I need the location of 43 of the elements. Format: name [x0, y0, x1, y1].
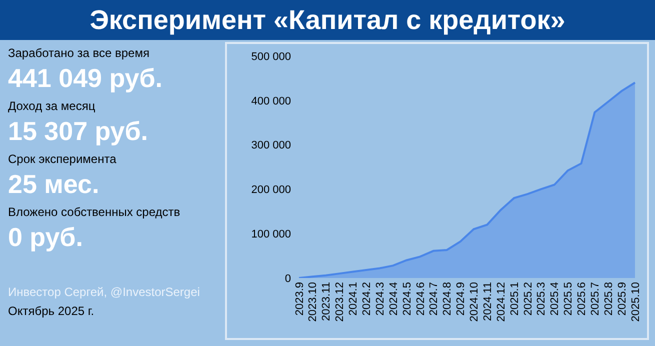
text: Вложено собственных средств — [8, 205, 182, 220]
text: Заработано за все время — [8, 46, 150, 61]
x-tick-label: 2023.12 — [334, 282, 346, 322]
text: 0 руб. — [8, 222, 84, 252]
x-tick-label: 2024.8 — [442, 282, 454, 316]
x-tick-label: 2023.9 — [294, 282, 306, 316]
x-tick-label: 2024.6 — [414, 282, 427, 316]
x-tick-label: 2024.12 — [495, 282, 508, 322]
y-tick-label: 100 000 — [251, 228, 291, 241]
text: Октябрь 2025 г. — [8, 304, 96, 319]
x-tick-label: 2024.3 — [374, 282, 386, 316]
x-tick-label: 2025.8 — [602, 282, 615, 316]
y-tick-label: 200 000 — [251, 184, 291, 196]
x-tick-label: 2025.2 — [522, 282, 534, 316]
y-tick-label: 400 000 — [251, 95, 291, 108]
x-tick-label: 2023.10 — [307, 282, 320, 322]
x-tick-label: 2024.9 — [455, 282, 468, 316]
x-tick-label: 2025.5 — [562, 282, 575, 316]
x-tick-label: 2025.6 — [576, 282, 588, 316]
x-tick-label: 2024.11 — [482, 282, 494, 321]
text: Срок эксперимента — [8, 152, 118, 167]
x-tick-label: 2024.4 — [388, 282, 400, 316]
y-tick-label: 500 000 — [251, 50, 291, 63]
x-tick-label: 2025.4 — [549, 282, 562, 316]
y-tick-label: 0 — [284, 272, 291, 285]
text: 25 мес. — [8, 169, 100, 199]
text: 15 307 руб. — [8, 116, 150, 146]
chart-title: Эксперимент «Капитал с кредиток» — [0, 0, 655, 40]
x-tick-label: 2024.1 — [348, 282, 360, 316]
x-tick-label: 2024.2 — [361, 282, 374, 316]
x-tick-label: 2025.3 — [536, 282, 548, 316]
x-tick-label: 2024.10 — [468, 282, 481, 322]
text: 441 049 руб. — [8, 63, 164, 93]
text: Доход за месяц — [8, 99, 96, 114]
x-tick-label: 2024.5 — [401, 282, 414, 316]
x-tick-label: 2025.10 — [630, 282, 642, 322]
x-tick-label: 2025.9 — [616, 282, 628, 316]
x-tick-label: 2025.7 — [589, 282, 602, 316]
text: Инвестор Сергей, @InvestorSergei — [8, 284, 201, 300]
x-tick-label: 2024.7 — [428, 282, 440, 316]
x-tick-label: 2023.11 — [320, 282, 333, 321]
x-tick-label: 2025.1 — [508, 282, 521, 316]
y-tick-label: 300 000 — [251, 140, 291, 152]
